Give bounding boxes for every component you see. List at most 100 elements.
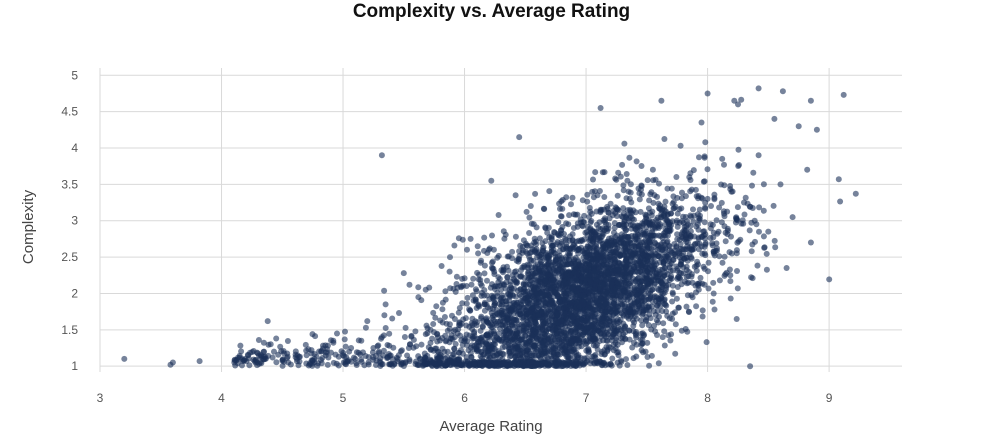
data-point: [573, 360, 580, 367]
data-point: [478, 257, 485, 264]
data-point: [611, 256, 618, 263]
data-point: [606, 240, 613, 247]
data-point: [686, 269, 692, 275]
data-point: [516, 134, 523, 141]
data-point: [645, 322, 652, 329]
data-point: [412, 328, 419, 335]
data-point: [278, 348, 285, 355]
data-point: [169, 359, 176, 366]
data-point: [519, 264, 526, 271]
data-point: [549, 326, 556, 333]
data-point: [546, 188, 553, 195]
data-point: [267, 341, 274, 348]
data-point: [557, 321, 564, 328]
data-point: [695, 246, 702, 253]
data-point: [261, 348, 267, 355]
data-point: [705, 285, 712, 292]
data-point: [451, 345, 458, 352]
data-point: [813, 126, 820, 133]
data-point: [661, 342, 668, 349]
data-point: [649, 286, 656, 293]
data-point: [628, 199, 635, 206]
data-point: [733, 316, 740, 322]
data-point: [472, 286, 479, 293]
data-point: [718, 219, 725, 226]
data-point: [589, 308, 596, 315]
data-point: [264, 318, 271, 325]
data-point: [584, 198, 591, 205]
data-points: [121, 85, 859, 370]
data-point: [710, 290, 717, 297]
data-point: [585, 330, 592, 337]
data-point: [755, 85, 762, 92]
data-point: [610, 312, 617, 318]
data-point: [441, 314, 448, 320]
data-point: [643, 276, 650, 283]
data-point: [308, 347, 315, 354]
data-point: [558, 338, 565, 345]
data-point: [342, 343, 349, 350]
data-point: [430, 321, 437, 327]
data-point: [309, 357, 316, 364]
data-point: [597, 206, 604, 213]
data-point: [334, 330, 340, 337]
data-point: [504, 312, 511, 319]
data-point: [615, 271, 622, 278]
data-point: [623, 356, 629, 363]
data-point: [643, 268, 650, 275]
data-point: [588, 210, 595, 217]
data-point: [600, 327, 607, 333]
data-point: [646, 311, 653, 318]
data-point: [490, 305, 496, 312]
data-point: [439, 319, 446, 326]
data-point: [415, 294, 422, 301]
data-point: [552, 265, 559, 271]
data-point: [639, 220, 646, 227]
data-point: [734, 285, 741, 292]
data-point: [675, 304, 682, 311]
data-point: [721, 182, 728, 189]
data-point: [735, 101, 741, 108]
data-point: [245, 352, 252, 359]
data-point: [427, 326, 434, 333]
data-point: [418, 341, 425, 348]
data-point: [687, 222, 694, 229]
data-point: [676, 236, 683, 243]
data-point: [255, 337, 262, 343]
data-point: [695, 226, 702, 233]
data-point: [501, 235, 508, 242]
data-point: [462, 315, 469, 322]
data-point: [629, 293, 636, 300]
data-point: [656, 180, 662, 187]
data-point: [524, 297, 530, 304]
data-point: [355, 349, 362, 356]
data-point: [713, 240, 720, 247]
data-point: [513, 307, 519, 314]
data-point: [624, 177, 631, 184]
data-point: [556, 299, 563, 306]
x-axis-label: Average Rating: [439, 418, 542, 435]
data-point: [617, 239, 624, 246]
data-point: [566, 212, 573, 219]
data-point: [597, 234, 604, 241]
data-point: [590, 232, 597, 239]
data-point: [669, 282, 676, 289]
data-point: [488, 324, 495, 331]
data-point: [345, 357, 352, 364]
data-point: [546, 253, 553, 260]
data-point: [595, 317, 602, 324]
data-point: [340, 352, 346, 359]
data-point: [646, 362, 653, 369]
data-point: [756, 228, 762, 235]
data-point: [690, 246, 697, 253]
data-point: [633, 332, 639, 339]
data-point: [569, 194, 576, 201]
data-point: [727, 183, 734, 189]
data-point: [598, 307, 605, 314]
data-point: [569, 231, 576, 238]
data-point: [597, 295, 604, 302]
data-point: [518, 336, 524, 343]
data-point: [601, 284, 607, 290]
data-point: [524, 270, 531, 277]
data-point: [524, 264, 531, 271]
